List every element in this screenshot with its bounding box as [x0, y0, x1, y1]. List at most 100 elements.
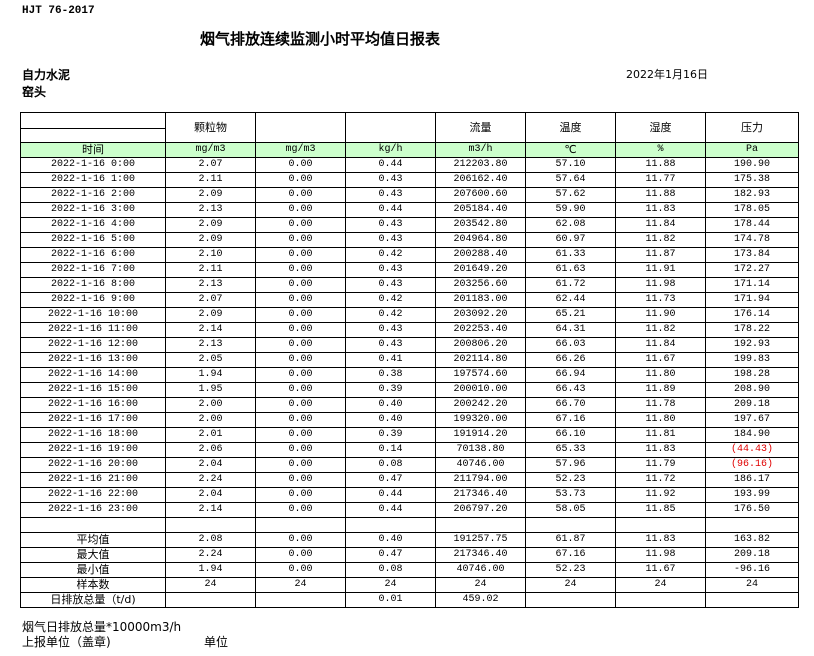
table-row-cell: 65.21: [525, 307, 616, 323]
table-row-cell: 66.26: [525, 352, 616, 368]
table-row-cell: 2022-1-16 11:00: [20, 322, 166, 338]
header-row-cell: 流量: [435, 112, 526, 143]
table-row-cell: 199.83: [705, 352, 799, 368]
table-row-cell: 2.05: [165, 352, 256, 368]
table-row: 2022-1-16 5:00 2.09 0.00 0.43 204964.80 60.97…: [20, 232, 799, 248]
table-row: 2022-1-16 0:00 2.07 0.00 0.44 212203.80 57.10…: [20, 157, 799, 173]
table-row: 2022-1-16 8:00 2.13 0.00 0.43 203256.60 61.72…: [20, 277, 799, 293]
table-row-cell: 0.00: [255, 352, 346, 368]
table-row-cell: 0.00: [255, 502, 346, 518]
table-row-cell: (96.16): [705, 457, 799, 473]
table-row: 2022-1-16 10:00 2.09 0.00 0.42 203092.20 65.2…: [20, 307, 799, 323]
table-row-cell: 2.09: [165, 187, 256, 203]
summary-row-cell: [705, 592, 799, 608]
table-row-cell: 0.00: [255, 472, 346, 488]
table-row-cell: 2.11: [165, 172, 256, 188]
table-row-cell: 0.44: [345, 157, 436, 173]
summary-row-cell: 0.08: [345, 562, 436, 578]
table-row-cell: 2.13: [165, 277, 256, 293]
table-row-cell: 2.00: [165, 412, 256, 428]
table-row-cell: 217346.40: [435, 487, 526, 503]
table-row-cell: 201183.00: [435, 292, 526, 308]
table-row-cell: 11.80: [615, 412, 706, 428]
table-row-cell: 0.00: [255, 262, 346, 278]
table-row-cell: 2022-1-16 7:00: [20, 262, 166, 278]
empty-row-cell: [255, 517, 346, 533]
table-row-cell: 200242.20: [435, 397, 526, 413]
table-row-cell: 66.94: [525, 367, 616, 383]
table-row-cell: 0.39: [345, 382, 436, 398]
table-row: 2022-1-16 22:00 2.04 0.00 0.44 217346.40 53.7…: [20, 487, 799, 503]
summary-row-cell: 24: [255, 577, 346, 593]
table-row-cell: 172.27: [705, 262, 799, 278]
empty-row-cell: [615, 517, 706, 533]
table-row-cell: 0.00: [255, 337, 346, 353]
summary-row-cell: 11.83: [615, 532, 706, 548]
table-row-cell: 205184.40: [435, 202, 526, 218]
table-row-cell: 0.42: [345, 292, 436, 308]
table-row-cell: 0.00: [255, 232, 346, 248]
table-row-cell: 184.90: [705, 427, 799, 443]
table-row-cell: 57.96: [525, 457, 616, 473]
table-row-cell: 2.00: [165, 397, 256, 413]
empty-row-cell: [705, 517, 799, 533]
table-row-cell: 2022-1-16 6:00: [20, 247, 166, 263]
table-row-cell: 207600.60: [435, 187, 526, 203]
table-row-cell: 2022-1-16 19:00: [20, 442, 166, 458]
table-row-cell: 0.00: [255, 187, 346, 203]
table-row: 2022-1-16 21:00 2.24 0.00 0.47 211794.00 52.2…: [20, 472, 799, 488]
summary-row-cell: 日排放总量（t/d): [20, 592, 166, 608]
header-split: [21, 114, 165, 142]
table-row-cell: 0.08: [345, 457, 436, 473]
table-row-cell: 2022-1-16 21:00: [20, 472, 166, 488]
table-row-cell: 66.43: [525, 382, 616, 398]
report-date: 2022年1月16日: [626, 68, 708, 81]
units-row: 时间 mg/m3 mg/m3 kg/h m3/h ℃% Pa: [20, 142, 799, 158]
table-row-cell: 0.43: [345, 322, 436, 338]
table-row: 2022-1-16 6:00 2.10 0.00 0.42 200288.40 61.33…: [20, 247, 799, 263]
table-row-cell: 2022-1-16 15:00: [20, 382, 166, 398]
table-row-cell: 202253.40: [435, 322, 526, 338]
empty-row-cell: [20, 517, 166, 533]
summary-row-cell: 1.94: [165, 562, 256, 578]
table-row-cell: 0.00: [255, 247, 346, 263]
table-row-cell: 2.13: [165, 337, 256, 353]
table-row-cell: 2.14: [165, 322, 256, 338]
table-row-cell: 176.14: [705, 307, 799, 323]
table-row-cell: 175.38: [705, 172, 799, 188]
table-row-cell: 11.84: [615, 337, 706, 353]
units-row-cell: mg/m3: [255, 142, 346, 158]
table-row-cell: 2.09: [165, 232, 256, 248]
summary-row-cell: 163.82: [705, 532, 799, 548]
unit-label: 单位: [204, 635, 229, 649]
summary-row-cell: [525, 592, 616, 608]
table-row-cell: 176.50: [705, 502, 799, 518]
table-row-cell: 193.99: [705, 487, 799, 503]
table-row-cell: 208.90: [705, 382, 799, 398]
summary-row-cell: 40746.00: [435, 562, 526, 578]
table-row-cell: 65.33: [525, 442, 616, 458]
empty-row-cell: [345, 517, 436, 533]
summary-row-cell: 61.87: [525, 532, 616, 548]
table-row-cell: 186.17: [705, 472, 799, 488]
table-row-cell: 0.44: [345, 202, 436, 218]
table-row-cell: 11.78: [615, 397, 706, 413]
table-row-cell: 0.42: [345, 307, 436, 323]
table-row-cell: 171.94: [705, 292, 799, 308]
table-row: 2022-1-16 12:00 2.13 0.00 0.43 200806.20 66.0…: [20, 337, 799, 353]
table-row-cell: 0.00: [255, 487, 346, 503]
table-row-cell: 0.00: [255, 157, 346, 173]
header-row: 颗粒物 流量 温度 湿度 压力: [20, 112, 799, 143]
table-row-cell: 2022-1-16 14:00: [20, 367, 166, 383]
table-row-cell: 66.03: [525, 337, 616, 353]
table-row-cell: 2022-1-16 5:00: [20, 232, 166, 248]
table-row-cell: 11.83: [615, 442, 706, 458]
table-row-cell: 171.14: [705, 277, 799, 293]
table-row-cell: 11.85: [615, 502, 706, 518]
table-row-cell: 57.62: [525, 187, 616, 203]
table-row-cell: 62.08: [525, 217, 616, 233]
header-row-cell: 压力: [705, 112, 799, 143]
footer-note: 烟气日排放总量*10000m3/h: [22, 620, 182, 634]
summary-row-cell: 0.40: [345, 532, 436, 548]
table-row-cell: 11.83: [615, 202, 706, 218]
